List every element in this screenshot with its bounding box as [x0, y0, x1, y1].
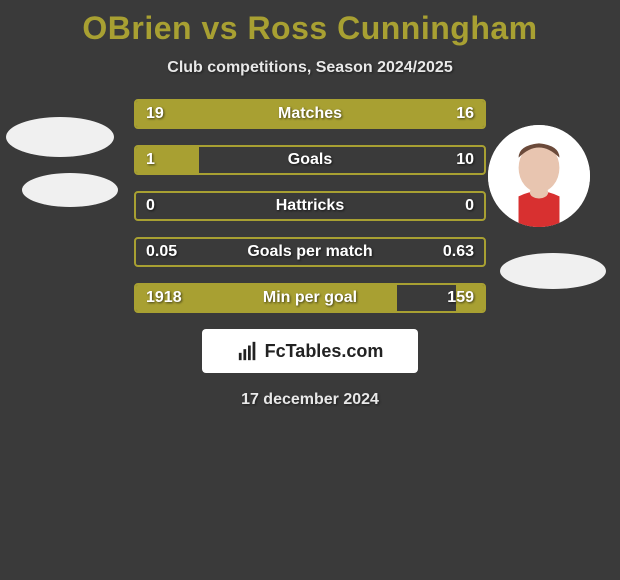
stat-row: 0Hattricks0: [134, 191, 486, 221]
bar-chart-icon: [237, 340, 259, 362]
stat-label: Goals: [136, 147, 484, 173]
player-left-avatar-shape-1: [6, 117, 114, 157]
stat-label: Goals per match: [136, 239, 484, 265]
stats-comparison: 19Matches16 1Goals10 0Hattricks0 0.05Goals …: [134, 99, 486, 313]
stat-label: Min per goal: [136, 285, 484, 311]
stat-value-right: 0: [465, 193, 474, 219]
stat-label: Matches: [136, 101, 484, 127]
brand-label: FcTables.com: [265, 341, 384, 362]
avatar-placeholder-icon: [488, 125, 590, 227]
player-right-avatar-shape: [500, 253, 606, 289]
stat-value-right: 10: [456, 147, 474, 173]
stat-value-right: 159: [447, 285, 474, 311]
stat-row: 19Matches16: [134, 99, 486, 129]
subtitle: Club competitions, Season 2024/2025: [0, 59, 620, 77]
stat-row: 1Goals10: [134, 145, 486, 175]
date-label: 17 december 2024: [0, 391, 620, 409]
stat-value-right: 0.63: [443, 239, 474, 265]
brand-badge: FcTables.com: [202, 329, 418, 373]
stat-value-right: 16: [456, 101, 474, 127]
player-right-avatar: [488, 125, 590, 227]
stat-row: 0.05Goals per match0.63: [134, 237, 486, 267]
player-left-avatar-shape-2: [22, 173, 118, 207]
stat-label: Hattricks: [136, 193, 484, 219]
stat-row: 1918Min per goal159: [134, 283, 486, 313]
page-title: OBrien vs Ross Cunningham: [0, 0, 620, 47]
